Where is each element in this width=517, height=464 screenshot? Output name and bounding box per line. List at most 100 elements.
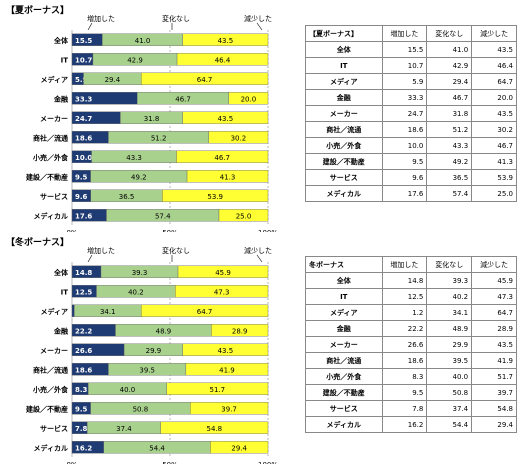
summer-table-category: 小売／外食 [305, 137, 383, 154]
summer-data-label-increase: 5.9 [75, 76, 88, 84]
winter-data-label-decrease: 54.8 [206, 425, 222, 433]
table-row: 商社／流通 18.6 39.5 41.9 [305, 352, 517, 369]
table-row: サービス 7.8 37.4 54.8 [305, 400, 517, 417]
winter-data-label-decrease: 29.4 [231, 444, 247, 452]
table-row: メディア 5.9 29.4 64.7 [305, 73, 517, 90]
summer-bar-decrease [176, 53, 269, 66]
winter-data-label-increase: 8.3 [75, 386, 88, 394]
winter-table-value: 47.3 [471, 288, 517, 305]
summer-category-label: メディカル [33, 211, 68, 220]
summer-table-value: 51.2 [426, 121, 473, 138]
winter-table-value: 48.9 [426, 320, 473, 337]
winter-table-value: 16.2 [381, 416, 428, 433]
table-row: メディカル 17.6 57.4 25.0 [305, 185, 517, 202]
winter-bar-decrease [211, 324, 269, 337]
summer-data-label-nochange: 43.3 [126, 154, 142, 162]
summer-bar-decrease [182, 33, 269, 46]
summer-table-value: 43.3 [426, 137, 473, 154]
summer-table-category: 商社／流通 [305, 121, 383, 138]
summer-data-label-nochange: 46.7 [175, 95, 191, 103]
winter-bar-increase [71, 304, 75, 317]
winter-table-value: 40.0 [426, 368, 473, 385]
summer-table-value: 41.3 [471, 153, 517, 170]
winter-legend-line-increase [87, 254, 93, 263]
summer-data-label-decrease: 30.2 [231, 134, 247, 142]
summer-table-value: 36.5 [426, 169, 473, 186]
winter-bonus-table: 冬ボーナス 増加した 変化なし 減少した 全体 14.8 39.3 45.9 IT 12.5 40.… [305, 256, 517, 433]
summer-table-value: 43.5 [471, 41, 517, 58]
summer-table-value: 10.7 [381, 57, 428, 74]
winter-table-header: 増加した [381, 256, 428, 273]
summer-bar-decrease [228, 92, 269, 105]
summer-tick-label: 50% [162, 229, 178, 232]
summer-table-value: 10.0 [381, 137, 428, 154]
summer-table-value: 42.9 [426, 57, 473, 74]
summer-table-value: 17.6 [381, 185, 428, 202]
summer-data-label-decrease: 41.3 [220, 173, 236, 181]
summer-table-value: 46.7 [471, 137, 517, 154]
winter-bar-decrease [160, 421, 269, 434]
summer-bar-decrease [162, 189, 269, 202]
summer-section-title: 【夏ボーナス】 [6, 6, 70, 16]
summer-table-value: 43.5 [471, 105, 517, 122]
winter-table-value: 22.2 [381, 320, 428, 337]
winter-category-label: メディア [40, 307, 68, 316]
winter-table-value: 28.9 [471, 320, 517, 337]
winter-bar-decrease [182, 343, 269, 356]
summer-table-header: 変化なし [426, 25, 473, 42]
summer-table-value: 20.0 [471, 89, 517, 106]
winter-data-label-decrease: 28.9 [232, 327, 248, 335]
winter-data-label-decrease: 45.9 [215, 269, 231, 277]
summer-data-label-decrease: 46.4 [215, 56, 231, 64]
winter-data-label-nochange: 40.0 [120, 386, 136, 394]
summer-table-value: 9.6 [381, 169, 428, 186]
summer-bonus-table: 【夏ボーナス】 増加した 変化なし 減少した 全体 15.5 41.0 43.5 IT 10.7 4… [305, 25, 517, 202]
summer-table-category: 建設／不動産 [305, 153, 383, 170]
winter-legend-nochange: 変化なし [162, 246, 190, 255]
summer-table-category: 金融 [305, 89, 383, 106]
table-row: 建設／不動産 9.5 50.8 39.7 [305, 384, 517, 401]
summer-data-label-nochange: 51.2 [151, 134, 167, 142]
winter-table-value: 39.3 [426, 272, 473, 289]
summer-table-value: 25.0 [471, 185, 517, 202]
winter-data-label-decrease: 64.7 [197, 308, 213, 316]
summer-data-label-decrease: 53.9 [207, 193, 223, 201]
winter-data-label-nochange: 40.2 [128, 288, 144, 296]
table-row: サービス 9.6 36.5 53.9 [305, 169, 517, 186]
winter-category-label: 商社／流通 [33, 365, 69, 374]
winter-table-value: 29.9 [426, 336, 473, 353]
winter-data-label-nochange: 39.3 [132, 269, 148, 277]
table-row: メディカル 16.2 54.4 29.4 [305, 416, 517, 433]
summer-data-label-increase: 10.0 [75, 154, 92, 162]
summer-data-label-nochange: 42.9 [127, 56, 143, 64]
summer-category-label: 金融 [53, 94, 68, 103]
winter-table-value: 40.2 [426, 288, 473, 305]
winter-data-label-nochange: 29.9 [146, 347, 162, 355]
summer-legend-decrease: 減少した [244, 14, 272, 23]
summer-table-category: IT [305, 57, 383, 74]
summer-data-label-decrease: 43.5 [218, 37, 234, 45]
summer-legend-increase: 増加した [87, 14, 115, 23]
winter-data-label-decrease: 41.9 [219, 366, 235, 374]
summer-table-value: 57.4 [426, 185, 473, 202]
winter-table-value: 7.8 [381, 400, 428, 417]
table-row: 全体 15.5 41.0 43.5 [305, 41, 517, 58]
winter-table-value: 64.7 [471, 304, 517, 321]
winter-data-label-increase: 12.5 [75, 288, 92, 296]
summer-data-label-decrease: 64.7 [197, 76, 213, 84]
summer-data-label-nochange: 57.4 [155, 212, 171, 220]
winter-category-label: メディカル [33, 443, 68, 452]
winter-data-label-decrease: 39.7 [221, 405, 237, 413]
winter-table-value: 29.4 [471, 416, 517, 433]
winter-table-value: 26.6 [381, 336, 428, 353]
winter-table-value: 54.8 [471, 400, 517, 417]
winter-table-value: 34.1 [426, 304, 473, 321]
winter-table-category: IT [305, 288, 383, 305]
summer-category-label: 商社／流通 [33, 133, 69, 142]
winter-category-label: 金融 [53, 326, 68, 335]
winter-table-category: サービス [305, 400, 383, 417]
table-row: メーカー 26.6 29.9 43.5 [305, 336, 517, 353]
summer-table-value: 33.3 [381, 89, 428, 106]
summer-table-value: 30.2 [471, 121, 517, 138]
winter-legend-increase: 増加した [87, 246, 115, 255]
